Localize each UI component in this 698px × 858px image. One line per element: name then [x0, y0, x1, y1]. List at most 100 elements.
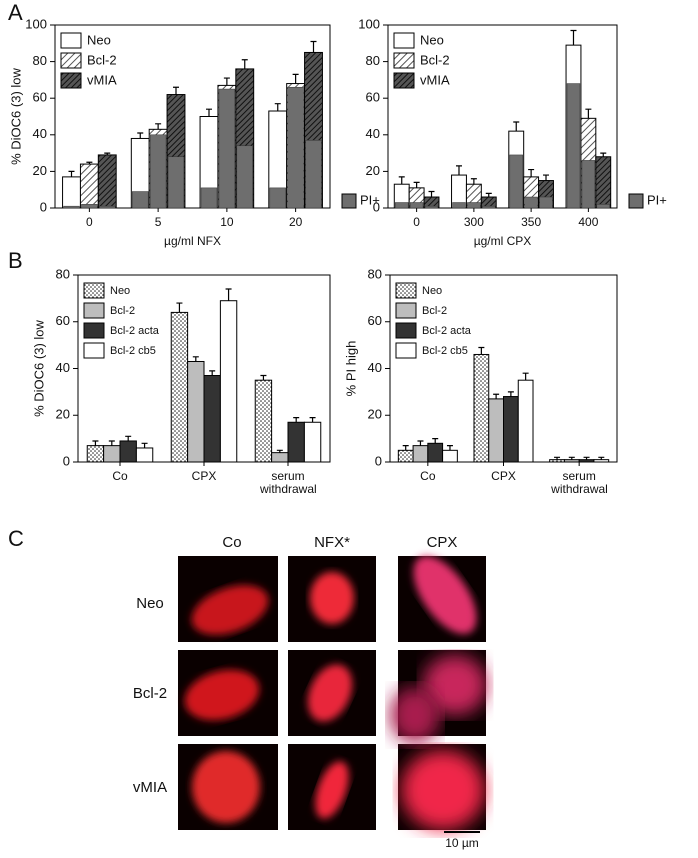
pi-bar	[132, 191, 149, 209]
y-tick-label: 20	[56, 407, 70, 422]
panel-letter: B	[8, 248, 23, 273]
error-bar	[223, 77, 230, 86]
legend-label: vMIA	[87, 72, 117, 87]
error-bar	[428, 190, 435, 198]
y-tick-label: 0	[373, 199, 380, 214]
y-tick-label: 80	[56, 266, 70, 281]
pi-bar	[509, 154, 523, 209]
error-bar	[398, 176, 405, 185]
row-label: vMIA	[133, 779, 167, 796]
legend-label: Bcl-2 acta	[110, 325, 160, 337]
panel-letter: A	[8, 0, 23, 25]
error-bar	[522, 372, 529, 381]
bar	[427, 442, 444, 463]
error-bar	[598, 456, 605, 460]
x-tick-holder: CPX	[191, 470, 217, 483]
pi-bar	[236, 145, 253, 209]
y-tick-label: 40	[56, 360, 70, 375]
y-tick-label: 0	[375, 453, 382, 468]
legend-label: Neo	[110, 285, 130, 297]
x-tick-label: serum withdrawal	[260, 470, 317, 496]
bar	[271, 452, 289, 463]
pi-bar	[566, 83, 581, 209]
x-tick-holder: serum withdrawal	[551, 470, 608, 496]
x-tick-holder: 20	[289, 216, 302, 229]
x-axis-label: µg/ml CPX	[474, 234, 532, 248]
y-tick-label: 0	[40, 199, 47, 214]
legend-swatch	[83, 342, 105, 359]
x-tick-holder: 0	[413, 216, 420, 229]
pi-bar	[409, 202, 424, 209]
pi-bar	[167, 156, 185, 209]
error-bar	[528, 168, 535, 177]
y-axis-label: % DiOC6 (3) low	[31, 319, 46, 416]
legend-swatch	[393, 72, 415, 89]
row-label: Bcl-2	[133, 685, 167, 702]
plot-frame	[387, 24, 618, 209]
legend-label: PI+	[360, 192, 380, 207]
y-tick-label: 80	[33, 53, 47, 68]
error-bar	[446, 445, 453, 451]
error-bar	[293, 416, 300, 423]
pi-bar	[305, 140, 322, 209]
legend-swatch	[83, 322, 105, 339]
y-tick-label: 40	[33, 126, 47, 141]
bar	[473, 353, 490, 463]
error-bar	[274, 103, 281, 112]
y-tick-label: 60	[56, 313, 70, 328]
x-tick-label: 300	[463, 216, 484, 229]
y-tick-label: 20	[368, 407, 382, 422]
error-bar	[141, 442, 148, 448]
error-bar	[137, 132, 144, 139]
y-tick-label: 80	[368, 266, 382, 281]
legend-label: Neo	[422, 285, 442, 297]
bar	[62, 176, 81, 209]
x-tick-label: 5	[154, 216, 162, 229]
legend-swatch	[83, 302, 105, 319]
error-bar	[570, 29, 577, 46]
legend-swatch	[393, 52, 415, 69]
pi-bar	[581, 160, 596, 209]
row-label: Neo	[136, 595, 164, 612]
legend-label: Neo	[420, 32, 444, 47]
bar	[563, 459, 580, 463]
y-tick-label: 100	[25, 16, 47, 31]
x-tick-holder: 300	[463, 216, 484, 229]
bar	[79, 163, 99, 209]
error-bar	[241, 59, 248, 69]
error-bar	[554, 456, 561, 460]
column-label: CPX	[427, 534, 458, 551]
x-tick-holder: Co	[112, 470, 127, 483]
legend-label: Bcl-2	[422, 305, 447, 317]
legend-label: vMIA	[420, 72, 450, 87]
error-bar	[225, 288, 232, 301]
error-bar	[86, 161, 93, 165]
pi-bar	[81, 204, 98, 209]
x-tick-label: CPX	[191, 470, 217, 483]
bar	[219, 300, 238, 463]
bar	[549, 459, 565, 463]
y-tick-label: 40	[368, 360, 382, 375]
bar	[578, 459, 595, 463]
error-bar	[310, 40, 317, 53]
bar	[187, 360, 205, 463]
error-bar	[260, 374, 267, 381]
legend-label: Bcl-2 cb5	[110, 345, 156, 357]
error-bar	[402, 445, 409, 451]
bar	[488, 398, 504, 463]
y-tick-label: 40	[366, 126, 380, 141]
x-tick-label: 10	[220, 216, 234, 229]
pi-bar	[200, 187, 218, 209]
legend-swatch	[83, 282, 105, 299]
bar	[412, 445, 429, 463]
legend-swatch	[628, 193, 644, 209]
pi-bar	[424, 205, 439, 209]
legend-swatch	[395, 322, 417, 339]
error-bar	[432, 438, 439, 444]
x-tick-label: 0	[413, 216, 420, 229]
legend-swatch	[341, 193, 357, 209]
y-tick-label: 60	[33, 90, 47, 105]
legend-swatch	[395, 342, 417, 359]
error-bar	[206, 108, 212, 117]
x-tick-holder: 10	[220, 216, 234, 229]
